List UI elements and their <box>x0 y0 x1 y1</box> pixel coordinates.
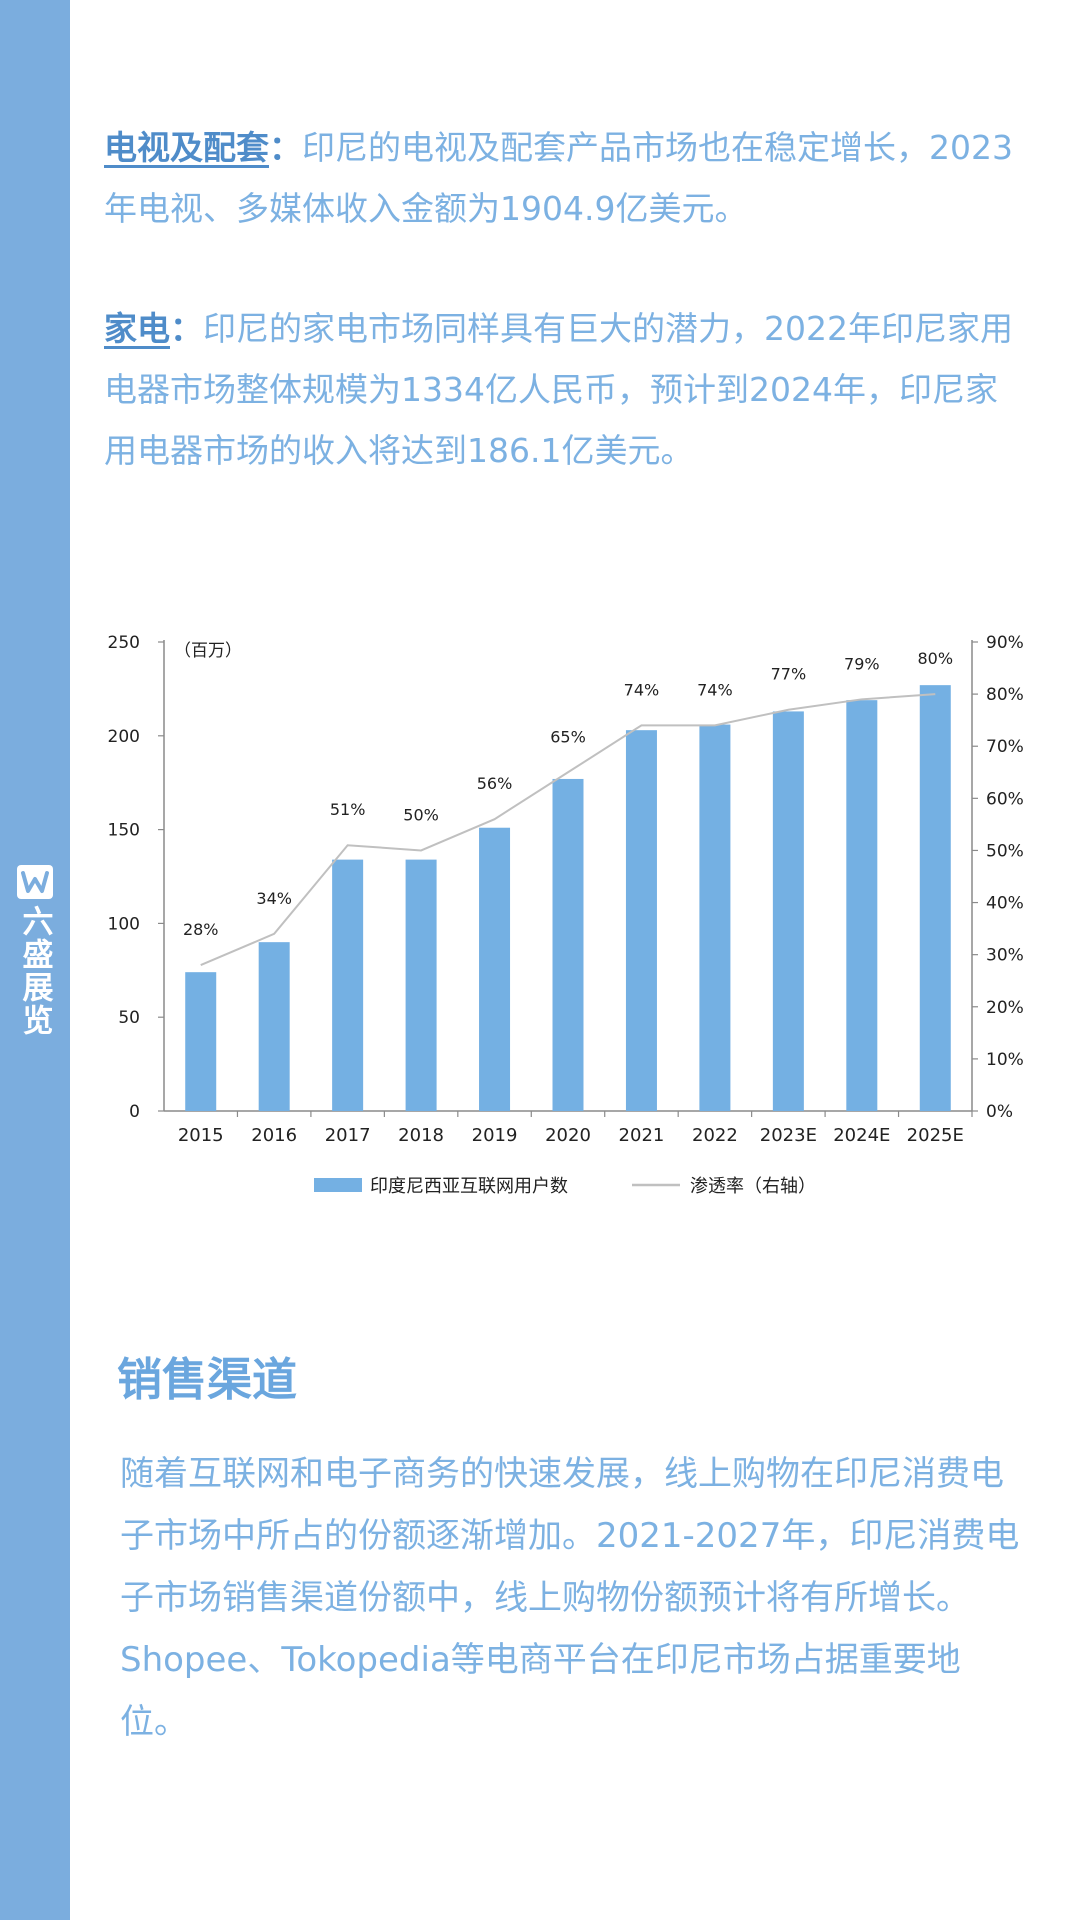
x-tick-label: 2020 <box>545 1125 591 1146</box>
chart-svg: 0 50 100 150 200 250 0% 10% 20% 30% 40% 50% 60% 70% 80… <box>108 633 1024 1197</box>
left-axis-unit-label: （百万） <box>174 641 242 661</box>
penetration-data-label: 79% <box>844 654 880 673</box>
bar-2025E <box>919 685 951 1111</box>
right-tick-label: 60% <box>986 789 1024 809</box>
bar-2024E <box>846 700 878 1111</box>
legend-line-label: 渗透率（右轴） <box>690 1176 816 1197</box>
left-tick-label: 50 <box>118 1008 140 1028</box>
left-tick-label: 250 <box>108 633 140 653</box>
penetration-data-label: 34% <box>256 889 292 908</box>
internet-users-chart: 0 50 100 150 200 250 0% 10% 20% 30% 40% 50% 60% 70% 80… <box>92 615 1042 1235</box>
x-tick-label: 2022 <box>692 1125 738 1146</box>
bar-2022 <box>699 724 731 1111</box>
penetration-data-label: 65% <box>550 727 586 746</box>
x-tick-label: 2021 <box>619 1125 665 1146</box>
bar-2016 <box>258 942 290 1111</box>
appliance-colon: ： <box>170 309 203 348</box>
appliance-keyword: 家电 <box>104 309 170 348</box>
penetration-data-label: 51% <box>330 800 366 819</box>
x-tick-label: 2016 <box>251 1125 297 1146</box>
left-tick-label: 150 <box>108 821 140 841</box>
x-tick-label: 2015 <box>178 1125 224 1146</box>
right-tick-label: 50% <box>986 841 1024 861</box>
x-tick-label: 2018 <box>398 1125 444 1146</box>
bar-2023E <box>772 711 804 1111</box>
legend-bar-label: 印度尼西亚互联网用户数 <box>370 1176 568 1197</box>
sales-channel-title: 销售渠道 <box>117 1353 298 1406</box>
bar-2017 <box>332 859 364 1111</box>
x-tick-label: 2023E <box>760 1125 817 1146</box>
brand-name: 六盛展览 <box>16 905 53 1037</box>
left-tick-label: 0 <box>129 1102 140 1122</box>
penetration-data-label: 56% <box>477 774 513 793</box>
brand-watermark: 六盛展览 <box>14 865 56 1037</box>
bar-2019 <box>479 827 511 1111</box>
right-tick-label: 0% <box>986 1102 1013 1122</box>
sales-channel-paragraph: 随着互联网和电子商务的快速发展，线上购物在印尼消费电子市场中所占的份额逐渐增加。… <box>120 1454 1020 1742</box>
right-tick-label: 70% <box>986 737 1024 757</box>
penetration-data-label: 28% <box>183 920 219 939</box>
appliance-text: 印尼的家电市场同样具有巨大的潜力，2022年印尼家用电器市场整体规模为1334亿… <box>104 309 1013 470</box>
right-tick-label: 40% <box>986 894 1024 914</box>
brand-logo-icon <box>17 865 53 899</box>
side-bar: 六盛展览 <box>0 0 70 1920</box>
penetration-data-label: 74% <box>624 680 660 699</box>
left-tick-label: 200 <box>108 727 140 747</box>
bar-2015 <box>185 972 217 1111</box>
x-tick-label: 2017 <box>325 1125 371 1146</box>
right-tick-label: 90% <box>986 633 1024 653</box>
x-tick-label: 2024E <box>833 1125 890 1146</box>
x-tick-label: 2025E <box>907 1125 964 1146</box>
penetration-data-label: 80% <box>917 649 953 668</box>
x-tick-label: 2019 <box>472 1125 518 1146</box>
tv-keyword: 电视及配套 <box>104 128 269 167</box>
left-tick-label: 100 <box>108 914 140 934</box>
penetration-data-label: 77% <box>771 665 807 684</box>
right-tick-label: 20% <box>986 998 1024 1018</box>
tv-colon: ： <box>269 128 302 167</box>
penetration-data-label: 50% <box>403 805 439 824</box>
right-tick-label: 30% <box>986 946 1024 966</box>
right-tick-label: 10% <box>986 1050 1024 1070</box>
bar-2021 <box>625 730 657 1111</box>
penetration-data-label: 74% <box>697 680 733 699</box>
tv-paragraph: 电视及配套：印尼的电视及配套产品市场也在稳定增长，2023年电视、多媒体收入金额… <box>104 117 1024 239</box>
appliance-paragraph: 家电：印尼的家电市场同样具有巨大的潜力，2022年印尼家用电器市场整体规模为13… <box>104 298 1024 481</box>
legend-bar-swatch <box>314 1178 362 1192</box>
bar-2020 <box>552 778 584 1111</box>
tv-text: 印尼的电视及配套产品市场也在稳定增长，2023年电视、多媒体收入金额为1904.… <box>104 128 1013 228</box>
bar-2018 <box>405 859 437 1111</box>
right-tick-label: 80% <box>986 685 1024 705</box>
penetration-line <box>200 693 936 967</box>
